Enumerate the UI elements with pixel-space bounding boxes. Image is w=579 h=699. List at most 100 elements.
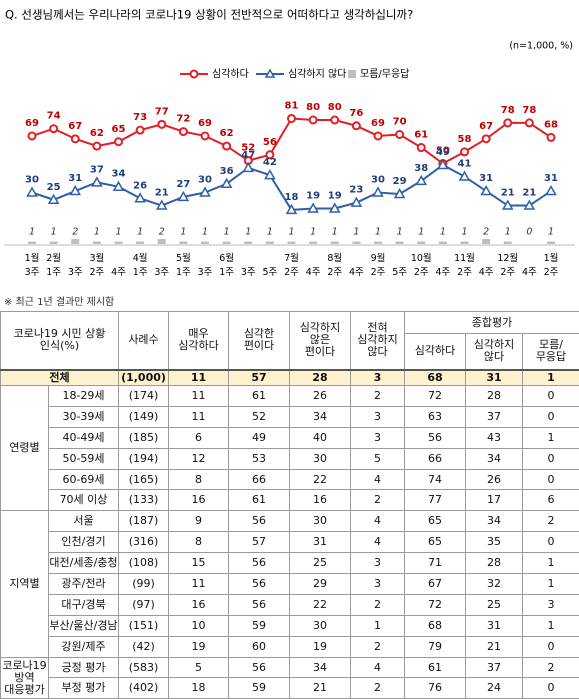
table-cell: 56 — [228, 593, 290, 616]
table-cell: (151) — [118, 614, 169, 637]
table-cell: 30 — [289, 447, 351, 470]
table-cell: 34 — [465, 510, 523, 533]
value-label: 1 — [440, 227, 446, 238]
table-cell: 19 — [168, 635, 229, 658]
point — [265, 150, 275, 160]
x-tick-label: 8월 2주 — [327, 252, 342, 278]
table-cell: 63 — [404, 405, 466, 428]
table-cell: (165) — [118, 468, 169, 491]
table-cell: 34 — [289, 656, 351, 679]
value-label: 2 — [159, 227, 165, 238]
value-label: 1 — [224, 227, 230, 238]
line — [31, 117, 552, 165]
bar — [49, 241, 58, 244]
table-cell: 26 — [465, 468, 523, 491]
point — [460, 147, 469, 157]
table-cell: 15 — [168, 552, 229, 575]
point — [481, 134, 491, 144]
bar — [309, 241, 318, 244]
value-label: 78 — [522, 105, 536, 116]
table-cell: 66 — [228, 468, 290, 491]
point — [178, 127, 188, 137]
table-cell: 16 — [168, 489, 229, 512]
table-cell: 2 — [350, 593, 405, 616]
value-label: 30 — [371, 175, 385, 186]
table-cell: 21 — [289, 677, 351, 699]
x-tick-label: 6월 1주 — [219, 252, 234, 278]
table-cell: (1,000) — [118, 368, 169, 386]
table-cell: 16 — [168, 593, 229, 616]
chart-note: (n=1,000, %) — [509, 41, 573, 52]
table-cell: 1 — [522, 368, 579, 386]
table-cell: (97) — [118, 593, 169, 616]
legend-marker — [264, 68, 276, 78]
value-label: 19 — [328, 190, 342, 201]
point — [134, 192, 146, 203]
value-label: 1 — [115, 227, 121, 238]
table-cell: 0 — [522, 468, 579, 491]
table-cell: 30 — [289, 510, 351, 533]
table-cell: 1 — [522, 573, 579, 595]
value-label: 2 — [72, 227, 78, 238]
point — [503, 118, 513, 128]
table-cell: 28 — [465, 552, 523, 575]
value-label: 1 — [137, 227, 143, 238]
bar — [244, 241, 253, 244]
table-row: 광주/전라 (99) 11 56 29 3 67 32 1 — [1, 573, 579, 595]
table-cell: 0 — [522, 405, 579, 428]
table-cell: 72 — [404, 385, 466, 407]
value-label: 1 — [29, 227, 35, 238]
table-cell: 65 — [404, 510, 466, 533]
table-cell: 30 — [289, 614, 351, 637]
value-label: 21 — [155, 188, 169, 199]
table-cell: 0 — [522, 385, 579, 407]
row-label: 부정 평가 — [48, 677, 119, 699]
table-cell: 4 — [350, 468, 405, 491]
table-cell: 11 — [168, 405, 229, 428]
value-label: 31 — [68, 173, 82, 184]
table-cell: 1 — [522, 614, 579, 637]
value-label: 69 — [198, 118, 212, 129]
table-row: 인천/경기 (316) 8 57 31 4 65 35 0 — [1, 531, 579, 554]
header-cell: 심각하지 않은 편이다 — [289, 311, 351, 370]
table-cell: 3 — [350, 368, 405, 386]
table-row: 30-39세 (149) 11 52 34 3 63 37 0 — [1, 405, 579, 428]
x-tick-label: 12월 2주 — [497, 252, 518, 278]
table-cell: 10 — [168, 614, 229, 637]
table-cell: 37 — [465, 656, 523, 679]
x-tick-label: 4주 — [479, 267, 494, 278]
header-cell: 심각한 편이다 — [228, 311, 290, 370]
bar — [438, 241, 447, 244]
table-cell: 8 — [168, 531, 229, 554]
table-row: 코로나19 시민 상황 인식(%) 사례수 매우 심각하다 심각한 편이다 심각하지 않… — [0, 311, 579, 370]
point — [155, 199, 168, 210]
point — [157, 119, 167, 129]
value-label: 50 — [436, 146, 450, 157]
value-label: 18 — [285, 192, 299, 203]
x-tick-label: 3주 — [154, 267, 169, 278]
bar — [179, 241, 188, 244]
bar — [374, 241, 382, 244]
point — [220, 177, 233, 189]
row-label: 40-49세 — [48, 426, 119, 449]
row-label: 50-59세 — [48, 447, 119, 470]
value-label: 30 — [198, 175, 212, 186]
header-cell: 종합평가 — [404, 311, 579, 334]
table-cell: 11 — [168, 385, 229, 407]
row-label: 대구/경북 — [48, 593, 119, 616]
point — [199, 186, 211, 197]
table-cell: (149) — [118, 405, 169, 428]
group-label: 지역별 — [0, 510, 49, 658]
point — [200, 131, 210, 141]
header-cell: 코로나19 시민 상황 인식(%) — [0, 311, 119, 370]
value-label: 36 — [220, 166, 234, 177]
point — [69, 185, 82, 196]
value-label: 25 — [47, 182, 61, 193]
table-cell: 2 — [350, 677, 405, 699]
header-cell: 심각하지 않다 — [465, 333, 523, 370]
table-row: 부정 평가 (402) 18 59 21 2 76 24 0 — [1, 677, 579, 699]
group-label: 연령별 — [0, 384, 49, 512]
table-row: 40-49세 (185) 6 49 40 3 56 43 1 — [1, 426, 579, 449]
value-label: 80 — [328, 102, 342, 113]
value-label: 62 — [90, 128, 104, 139]
